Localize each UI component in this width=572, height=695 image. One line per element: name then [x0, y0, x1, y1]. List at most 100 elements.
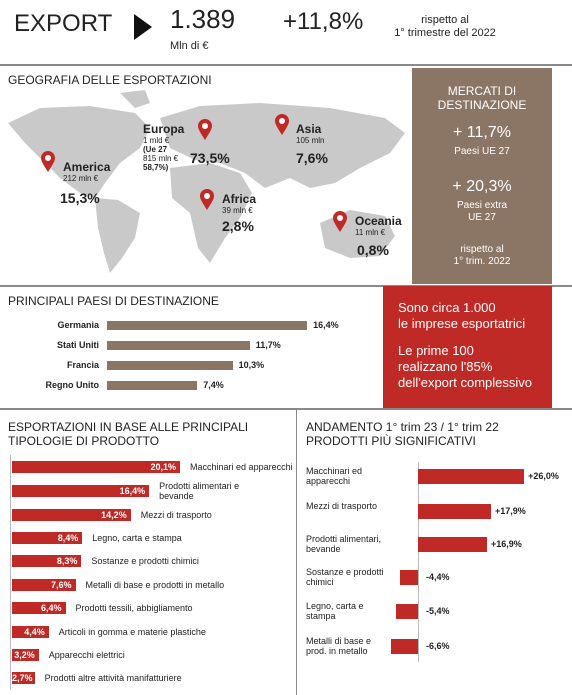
region-details: 11 mln € — [355, 228, 386, 237]
category-label: Prodotti alimentari e bevande — [159, 481, 240, 501]
market-value: + 20,3% — [452, 178, 512, 195]
bar — [107, 320, 308, 330]
value-label: 10,3% — [238, 360, 265, 370]
market-label: Paesi extra UE 27 — [412, 200, 552, 224]
divider — [0, 285, 572, 287]
category-label: Stati Uniti — [57, 340, 99, 350]
bar — [12, 602, 66, 614]
category-label: Mezzi di trasporto — [306, 501, 378, 511]
note-line: rispetto al — [460, 244, 504, 255]
pin-icon — [198, 119, 212, 140]
detail-line: (Ue 27 — [143, 145, 168, 154]
chart-title: ESPORTAZIONI IN BASE ALLE PRINCIPALI TIP… — [8, 420, 249, 448]
category-label: Metalli di base e prod. in metallo — [306, 636, 372, 656]
text-line: Sono circa 1.000 — [398, 300, 496, 315]
region-name: Africa — [222, 192, 257, 206]
value-label: -4,4% — [426, 572, 450, 582]
world-map — [8, 90, 405, 273]
pin-icon — [41, 151, 55, 172]
pin-icon — [200, 189, 214, 210]
bar — [12, 461, 181, 473]
category-label: Prodotti tessili, abbigliamento — [75, 603, 193, 613]
value-label: 6,4% — [40, 603, 62, 613]
region-share: 15,3% — [60, 190, 100, 206]
value-label: 4,4% — [24, 627, 45, 637]
chart-title: PRINCIPALI PAESI DI DESTINAZIONE — [8, 294, 219, 308]
bar — [12, 509, 131, 521]
market-label: Paesi UE 27 — [412, 146, 552, 158]
note-line: 1° trim. 2022 — [453, 256, 511, 267]
detail-line: 58,7%) — [143, 163, 169, 172]
bar — [400, 569, 418, 585]
detail-line: 1 mld € — [143, 136, 170, 145]
chart-title: ANDAMENTO 1° trim 23 / 1° trim 22 PRODOTT… — [306, 420, 566, 448]
category-label: Sostanze e prodotti chimici — [306, 567, 384, 587]
text-line: le imprese esportatrici — [398, 316, 526, 331]
markets-title: MERCATI DI DESTINAZIONE — [412, 84, 552, 112]
title-line: DESTINAZIONE — [437, 98, 527, 112]
bar — [12, 555, 82, 567]
companies-text: Le prime 100 realizzano l'85% dell'export … — [398, 343, 532, 391]
axis-line — [10, 455, 11, 690]
region-share: 73,5% — [190, 150, 230, 166]
bar — [418, 536, 487, 552]
region-details: 39 mln € — [222, 206, 253, 215]
market-value: + 11,7% — [453, 124, 511, 141]
divider — [0, 64, 572, 66]
region-share: 2,8% — [222, 218, 254, 234]
bar — [12, 532, 83, 544]
arrow-icon — [134, 14, 152, 40]
bar — [12, 485, 150, 497]
bar — [418, 468, 525, 484]
export-value: 1.389 — [170, 4, 236, 34]
label-line: UE 27 — [468, 212, 496, 223]
title-line: ANDAMENTO 1° trim 23 / 1° trim 22 — [306, 420, 499, 434]
category-label: Sostanze e prodotti chimici — [91, 556, 199, 566]
export-change: +11,8% — [283, 8, 364, 35]
note-line: 1° trimestre del 2022 — [394, 27, 496, 39]
category-label: Articoli in gomma e materie plastiche — [58, 627, 206, 637]
category-label: Francia — [66, 360, 99, 370]
bar — [12, 579, 76, 591]
region-share: 7,6% — [296, 150, 328, 166]
bar — [391, 638, 418, 654]
export-unit: Mln di € — [170, 40, 209, 52]
text-line: realizzano l'85% — [398, 359, 493, 374]
value-label: 16,4% — [119, 486, 146, 496]
markets-note: rispetto al 1° trim. 2022 — [412, 244, 552, 268]
bar — [395, 603, 418, 619]
category-label: Macchinari ed apparecchi — [306, 466, 363, 486]
category-label: Prodotti alimentari, bevande — [306, 534, 382, 554]
category-label: Apparecchi elettrici — [48, 650, 125, 660]
bar — [107, 340, 250, 350]
region-details: 1 mld € (Ue 27 815 mln €58,7%) — [143, 136, 178, 172]
region-name: Oceania — [355, 214, 402, 228]
category-label: Regno Unito — [45, 380, 100, 390]
region-details: 212 mln € — [63, 174, 99, 183]
value-label: 16,4% — [313, 320, 339, 330]
value-label: 2,7% — [12, 673, 33, 683]
value-label: 3,2% — [14, 650, 35, 660]
region-details: 105 mln — [296, 136, 325, 145]
value-label: 8,4% — [57, 533, 79, 543]
value-label: 7,6% — [51, 580, 72, 590]
bar — [12, 626, 49, 638]
value-label: 20,1% — [150, 462, 177, 472]
region-name: Asia — [296, 122, 322, 136]
bar — [418, 503, 492, 519]
label-line: Paesi extra — [456, 200, 508, 211]
category-label: Metalli di base e prodotti in metallo — [85, 580, 225, 590]
markets-panel — [412, 68, 552, 284]
category-label: Legno, carta e stampa — [306, 601, 364, 621]
header-title: EXPORT — [14, 10, 113, 37]
title-line: MERCATI DI — [447, 84, 517, 98]
pin-icon — [333, 211, 347, 232]
bar — [107, 380, 198, 390]
value-label: -6,6% — [426, 641, 450, 651]
value-label: 14,2% — [101, 510, 127, 520]
divider — [0, 408, 572, 410]
divider — [296, 410, 297, 695]
value-label: -5,4% — [426, 606, 450, 616]
section-title: GEOGRAFIA DELLE ESPORTAZIONI — [8, 73, 212, 87]
